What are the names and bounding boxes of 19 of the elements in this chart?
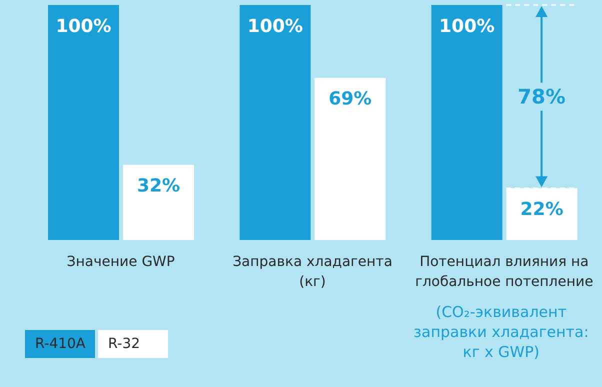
data-label: 69% [328,88,372,110]
x-tick-label: Потенциал влияния на глобальное потепление [415,254,594,290]
annotation: 78% [518,84,566,109]
bar [48,5,119,240]
bar [431,5,502,240]
bar [314,78,386,240]
data-label: 22% [520,199,564,220]
bar [123,164,194,240]
bar [506,188,578,240]
x-tick-label: Значение GWP [66,254,175,270]
text: R-410A [25,330,95,358]
x-tick-label: Заправка хладагента (кг) [232,254,392,290]
data-label: 100% [439,16,495,37]
text: (CO₂-эквивалент заправки хладагента: кг x GWP) [412,302,590,362]
bar [240,5,311,240]
text: R-32 [98,330,168,358]
data-label: 100% [247,16,303,37]
data-label: 32% [136,176,180,197]
data-label: 100% [56,16,112,37]
